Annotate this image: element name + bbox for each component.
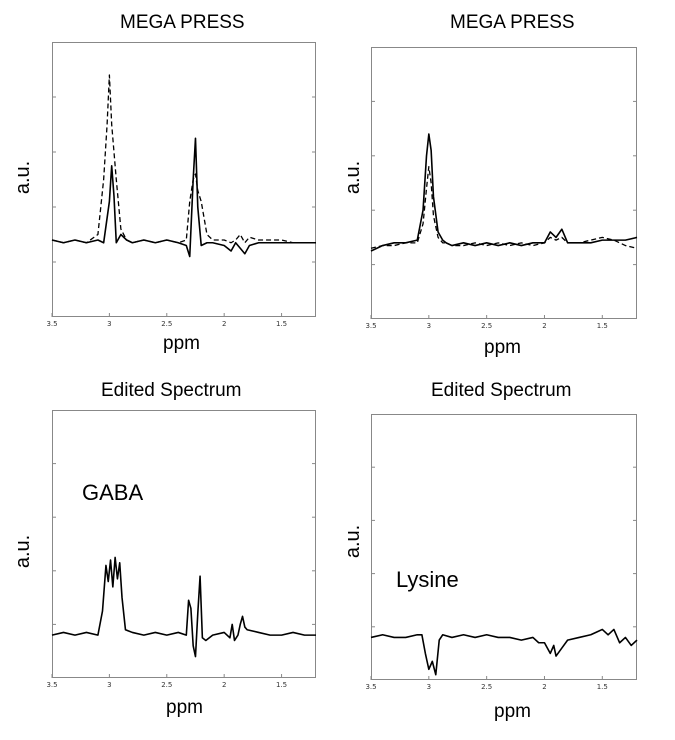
x-tick-label: 3: [427, 322, 431, 330]
x-tick-label: 3: [427, 683, 431, 691]
x-tick-label: 2.5: [161, 681, 172, 689]
spectrum-line-solid: [370, 133, 638, 252]
x-axis-label: ppm: [163, 333, 200, 354]
plot-frame: [52, 410, 316, 678]
chart-title: MEGA PRESS: [120, 12, 245, 33]
x-tick-label: 2: [222, 320, 226, 328]
x-tick-label: 1.5: [597, 322, 608, 330]
plot-area: 3.5 3 2.5 2 1.5: [46, 410, 316, 689]
y-axis-label: a.u.: [12, 534, 35, 569]
x-tick-label: 3.5: [46, 320, 57, 328]
x-tick-label: 3.5: [365, 683, 376, 691]
plot-area: 3.5 3 2.5 2 1.5: [365, 47, 638, 330]
x-tick-label: 1.5: [276, 320, 287, 328]
chart-title: MEGA PRESS: [450, 12, 575, 33]
y-axis-label: a.u.: [342, 160, 365, 195]
x-tick-label: 3: [107, 681, 111, 689]
chart-title: Edited Spectrum: [101, 380, 242, 401]
x-tick-label: 1.5: [597, 683, 608, 691]
y-axis-label: a.u.: [342, 524, 365, 559]
plot-area: 3.5 3 2.5 2 1.5: [365, 414, 638, 691]
peak-annotation: Lysine: [396, 567, 459, 592]
x-tick-label: 3: [107, 320, 111, 328]
plot-area: 3.5 3 2.5 2 1.5: [46, 42, 316, 328]
x-axis-label: ppm: [166, 697, 203, 718]
plot-frame: [52, 42, 316, 317]
x-tick-label: 2.5: [161, 320, 172, 328]
x-tick-label: 1.5: [276, 681, 287, 689]
x-tick-label: 2.5: [481, 322, 492, 330]
x-tick-label: 2: [542, 683, 546, 691]
x-axis-label: ppm: [494, 701, 531, 722]
spectrum-line-dashed: [51, 74, 316, 244]
chart-title: Edited Spectrum: [431, 380, 572, 401]
x-tick-label: 3.5: [365, 322, 376, 330]
spectrum-line-solid: [370, 628, 638, 676]
x-tick-label: 2: [542, 322, 546, 330]
y-axis-label: a.u.: [12, 160, 35, 195]
x-tick-label: 2.5: [481, 683, 492, 691]
spectrum-line-solid: [51, 137, 316, 258]
plot-frame: [371, 414, 637, 680]
spectrum-line-dashed: [370, 166, 638, 249]
plot-frame: [371, 47, 637, 319]
x-tick-label: 3.5: [46, 681, 57, 689]
x-axis-label: ppm: [484, 337, 521, 358]
x-tick-label: 2: [222, 681, 226, 689]
peak-annotation: GABA: [82, 480, 144, 505]
spectrum-line-solid: [51, 556, 316, 658]
